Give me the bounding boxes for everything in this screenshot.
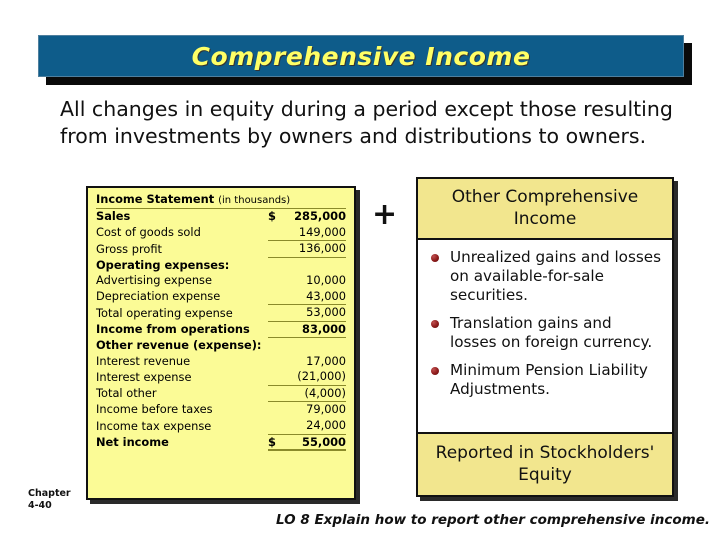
row-currency <box>268 257 282 273</box>
row-amount: (21,000) <box>282 369 346 386</box>
row-currency <box>268 385 282 403</box>
oci-header: Other Comprehensive Income <box>418 179 672 240</box>
row-label: Interest expense <box>96 369 192 384</box>
row-currency <box>268 224 282 242</box>
table-header-row: Income Statement (in thousands) <box>96 192 346 210</box>
row-currency: $ <box>268 434 282 452</box>
row-label: Income tax expense <box>96 418 212 433</box>
income-statement-title: Income Statement <box>96 192 215 207</box>
row-label: Other revenue (expense): <box>96 338 262 353</box>
row-amount: 55,000 <box>282 434 346 452</box>
oci-panel-box: Other Comprehensive Income Unrealized ga… <box>416 177 674 497</box>
income-statement-title-note: (in thousands) <box>218 195 291 207</box>
page-title: Comprehensive Income <box>191 41 531 71</box>
row-label: Net income <box>96 435 169 450</box>
chapter-label: Chapter 4-40 <box>28 488 71 512</box>
row-currency <box>268 354 282 370</box>
income-statement-panel: Income Statement (in thousands) Sales $28… <box>86 186 360 504</box>
row-amount: 43,000 <box>282 288 346 306</box>
learning-objective: LO 8 Explain how to report other compreh… <box>276 512 710 528</box>
list-item: Unrealized gains and losses on available… <box>428 248 662 305</box>
row-label: Advertising expense <box>96 273 213 288</box>
bullet-icon <box>431 367 439 375</box>
row-amount: 53,000 <box>282 304 346 322</box>
income-statement-table: Income Statement (in thousands) Sales $28… <box>96 192 346 452</box>
table-row: Interest revenue 17,000 <box>96 354 346 370</box>
oci-footer: Reported in Stockholders' Equity <box>418 432 672 495</box>
table-row: Gross profit 136,000 <box>96 240 346 258</box>
row-currency: $ <box>268 209 276 224</box>
table-row: Total other (4,000) <box>96 385 346 403</box>
row-amount: 285,000 <box>294 209 346 224</box>
table-row: Income tax expense 24,000 <box>96 417 346 435</box>
row-amount: 24,000 <box>282 417 346 435</box>
income-statement-title-cell: Income Statement (in thousands) <box>96 192 346 210</box>
list-item: Translation gains and losses on foreign … <box>428 314 662 352</box>
row-currency <box>268 402 282 418</box>
table-row: Depreciation expense 43,000 <box>96 288 346 306</box>
table-row: Sales $285,000 <box>96 209 346 225</box>
other-comprehensive-income-panel: Other Comprehensive Income Unrealized ga… <box>416 177 678 501</box>
table-row: Cost of goods sold 149,000 <box>96 224 346 242</box>
row-label: Total other <box>96 386 157 401</box>
row-currency <box>268 240 282 258</box>
chapter-label-line1: Chapter <box>28 488 71 499</box>
row-amount: 149,000 <box>282 224 346 242</box>
table-row: Income before taxes 79,000 <box>96 402 346 418</box>
row-label: Depreciation expense <box>96 289 221 304</box>
table-row: Other revenue (expense): <box>96 338 346 354</box>
row-currency <box>268 338 282 354</box>
title-banner-fill: Comprehensive Income <box>38 35 684 77</box>
bullet-icon <box>431 320 439 328</box>
bullet-icon <box>431 254 439 262</box>
row-amount: 17,000 <box>306 353 346 368</box>
row-amount <box>282 257 346 273</box>
list-item-label: Unrealized gains and losses on available… <box>450 248 662 304</box>
table-row: Interest expense (21,000) <box>96 369 346 386</box>
row-currency <box>268 321 282 339</box>
row-amount: 79,000 <box>306 402 346 417</box>
table-row: Advertising expense 10,000 <box>96 273 346 289</box>
row-amount: (4,000) <box>282 385 346 403</box>
oci-body: Unrealized gains and losses on available… <box>418 240 672 432</box>
income-statement-box: Income Statement (in thousands) Sales $28… <box>86 186 356 500</box>
row-label: Cost of goods sold <box>96 225 201 240</box>
row-currency <box>268 369 282 386</box>
row-currency <box>268 417 282 435</box>
table-row: Income from operations 83,000 <box>96 321 346 339</box>
row-amount: 83,000 <box>282 321 346 339</box>
chapter-label-line2: 4-40 <box>28 500 52 511</box>
row-amount <box>282 338 346 354</box>
list-item-label: Minimum Pension Liability Adjustments. <box>450 361 648 398</box>
row-label: Income before taxes <box>96 402 213 417</box>
row-currency <box>268 304 282 322</box>
table-row: Net income $55,000 <box>96 434 346 452</box>
row-label: Gross profit <box>96 241 162 256</box>
row-currency <box>268 288 282 306</box>
row-label: Income from operations <box>96 322 250 337</box>
row-currency <box>268 273 282 289</box>
row-amount: 136,000 <box>282 240 346 258</box>
row-label: Operating expenses: <box>96 257 230 272</box>
slide-title-banner: Comprehensive Income <box>38 35 692 85</box>
table-row: Total operating expense 53,000 <box>96 304 346 322</box>
plus-operator-icon: + <box>372 197 398 232</box>
row-label: Total operating expense <box>96 305 233 320</box>
list-item: Minimum Pension Liability Adjustments. <box>428 361 662 399</box>
row-amount: 10,000 <box>306 273 346 288</box>
row-label: Interest revenue <box>96 353 191 368</box>
oci-bullet-list: Unrealized gains and losses on available… <box>428 248 662 399</box>
list-item-label: Translation gains and losses on foreign … <box>450 314 653 351</box>
definition-paragraph: All changes in equity during a period ex… <box>60 97 673 148</box>
row-label: Sales <box>96 209 131 224</box>
table-row: Operating expenses: <box>96 257 346 273</box>
